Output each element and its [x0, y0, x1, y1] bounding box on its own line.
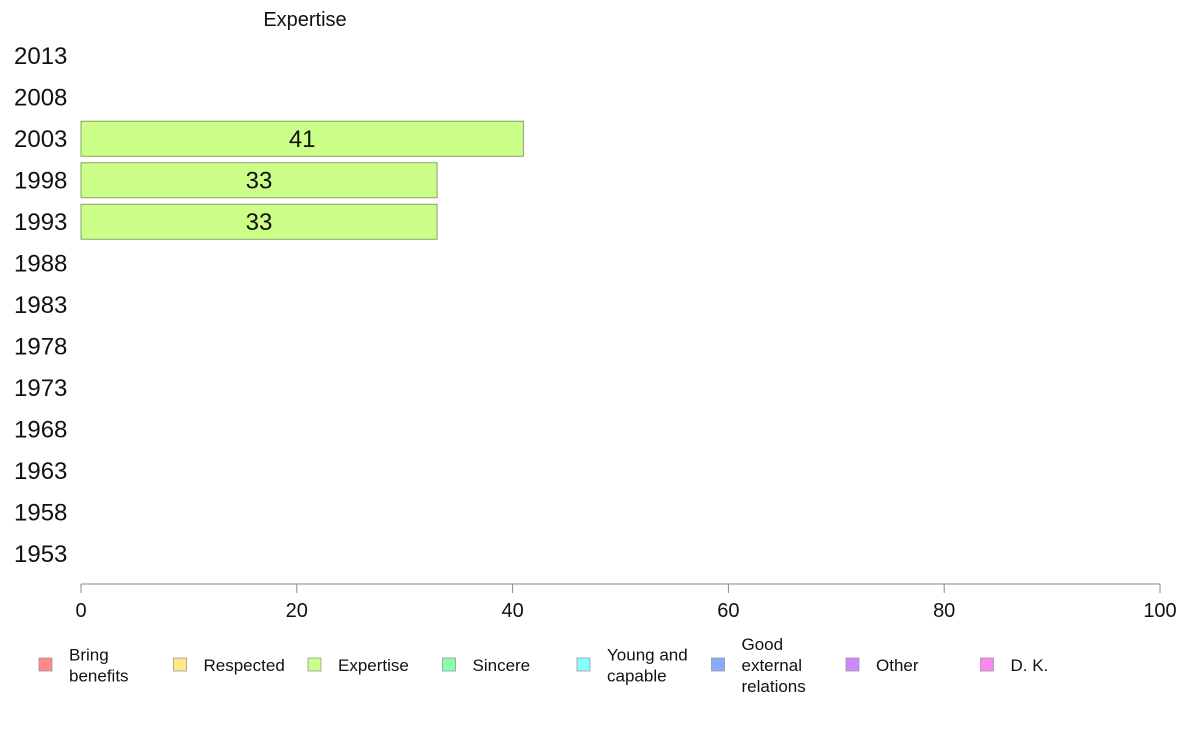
- legend-swatch: [711, 657, 725, 672]
- x-axis: 0 20 40 60 80 100: [75, 583, 1177, 622]
- y-tick-label: 2013: [14, 43, 67, 70]
- y-tick-label: 1953: [14, 541, 67, 568]
- data-label: 33: [246, 209, 273, 236]
- chart-title: Expertise: [263, 9, 346, 31]
- x-tick-label: 20: [286, 600, 308, 622]
- legend-item: Bring benefits: [38, 646, 129, 686]
- legend-label: Young and capable: [607, 646, 688, 686]
- y-tick-label: 2003: [14, 126, 67, 153]
- legend-label: Sincere: [473, 656, 531, 675]
- legend-item: Respected: [173, 656, 285, 675]
- bars: 41 33 33: [80, 120, 524, 240]
- legend-swatch: [173, 657, 187, 672]
- legend-swatch: [845, 657, 860, 672]
- legend-label: Good external relations: [742, 635, 806, 696]
- legend-item: Expertise: [307, 656, 409, 675]
- legend: Bring benefits Respected Expertise Sincere Yo…: [38, 635, 1049, 696]
- legend-label: Other: [876, 656, 919, 675]
- legend-swatch: [442, 657, 456, 672]
- x-tick-label: 60: [717, 600, 739, 622]
- legend-swatch: [980, 657, 994, 672]
- y-tick-label: 1978: [14, 333, 67, 360]
- y-tick-label: 2008: [14, 84, 67, 111]
- bar: [80, 120, 524, 157]
- y-tick-label: 1973: [14, 375, 67, 402]
- legend-label: Expertise: [338, 656, 409, 675]
- y-tick-label: 1963: [14, 458, 67, 485]
- legend-item: Other: [845, 656, 919, 675]
- data-label: 33: [246, 167, 273, 194]
- x-tick-label: 80: [933, 600, 955, 622]
- legend-label: Bring benefits: [69, 646, 129, 686]
- x-tick-label: 0: [75, 600, 86, 622]
- legend-item: Young and capable: [576, 646, 688, 686]
- y-tick-label: 1968: [14, 416, 67, 443]
- data-label: 41: [289, 126, 316, 153]
- x-tick-label: 100: [1143, 600, 1176, 622]
- y-axis-ticks: 2013 2008 2003 1998 1993 1988 1983 1978 1973 1968…: [14, 43, 67, 568]
- legend-item: Sincere: [442, 656, 531, 675]
- bar: [80, 162, 438, 199]
- y-tick-label: 1993: [14, 209, 67, 236]
- y-tick-label: 1958: [14, 499, 67, 526]
- legend-item: Good external relations: [711, 635, 806, 696]
- y-tick-label: 1998: [14, 167, 67, 194]
- x-tick-label: 40: [501, 600, 523, 622]
- legend-item: D. K.: [980, 656, 1049, 675]
- legend-label: Respected: [204, 656, 285, 675]
- legend-swatch: [38, 657, 53, 672]
- bar: [80, 203, 438, 240]
- legend-label: D. K.: [1011, 656, 1049, 675]
- y-tick-label: 1988: [14, 250, 67, 277]
- legend-swatch: [307, 657, 322, 672]
- y-tick-label: 1983: [14, 292, 67, 319]
- legend-swatch: [576, 657, 591, 672]
